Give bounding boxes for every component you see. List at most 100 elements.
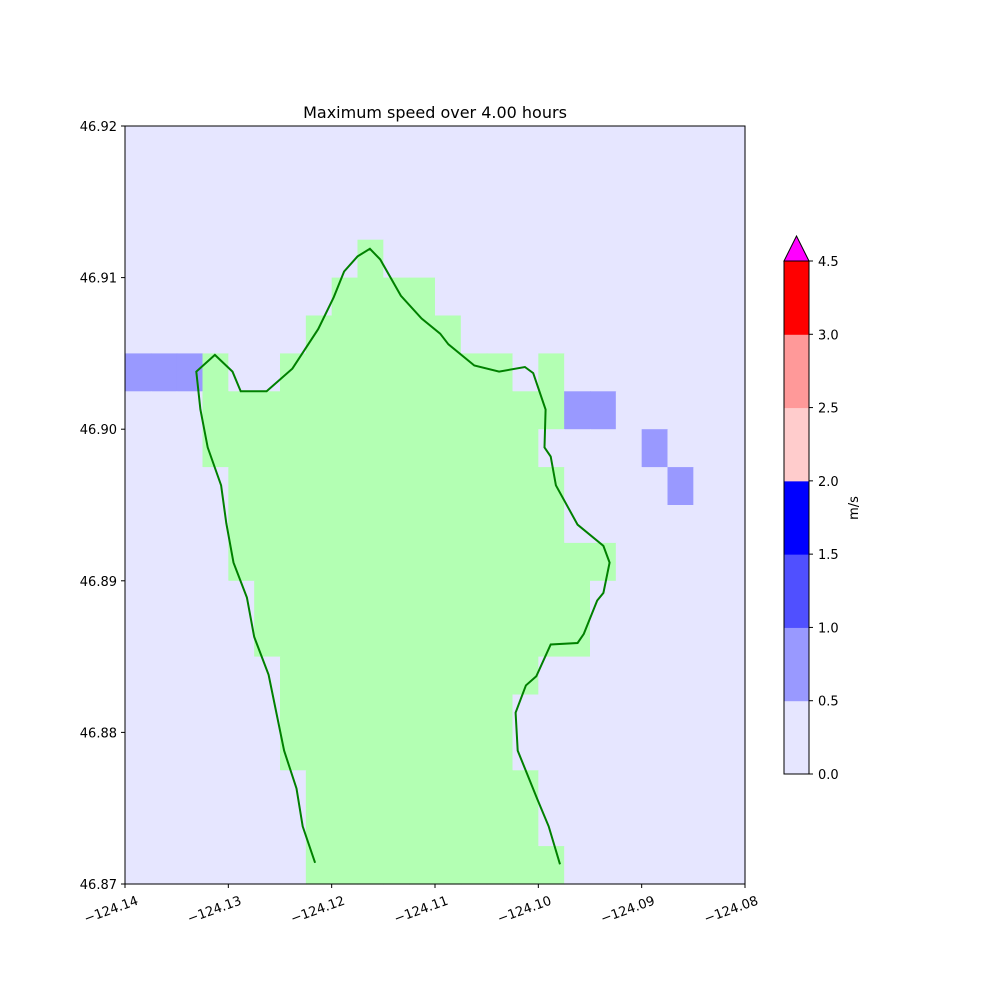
speed-cell xyxy=(667,126,694,165)
speed-cell xyxy=(538,126,565,165)
speed-cell xyxy=(176,808,204,847)
land-cell xyxy=(383,618,410,658)
speed-cell xyxy=(176,239,204,279)
land-cell xyxy=(331,770,359,809)
land-cell xyxy=(254,429,281,468)
speed-cell xyxy=(641,656,669,696)
land-cell xyxy=(383,808,410,847)
speed-cell xyxy=(641,391,669,430)
speed-cell xyxy=(564,429,591,468)
land-cell xyxy=(202,429,229,468)
land-cell xyxy=(538,353,565,392)
speed-cell xyxy=(693,505,720,544)
land-cell xyxy=(305,505,333,544)
speed-cell xyxy=(202,580,229,620)
speed-cell xyxy=(641,846,669,885)
land-cell xyxy=(357,277,384,317)
land-cell xyxy=(512,391,539,430)
speed-cell xyxy=(125,239,152,279)
land-cell xyxy=(460,808,488,847)
speed-cell xyxy=(641,353,669,392)
speed-cell xyxy=(538,808,565,847)
speed-cell xyxy=(564,770,591,809)
colorbar-tick-label: 1.0 xyxy=(818,621,839,636)
speed-cell xyxy=(564,239,591,279)
speed-cell xyxy=(641,163,669,203)
speed-cell xyxy=(590,429,617,468)
speed-cell xyxy=(693,429,720,468)
speed-cell xyxy=(280,163,307,203)
speed-cell xyxy=(641,429,669,468)
speed-cell xyxy=(719,126,746,165)
land-cell xyxy=(512,618,539,658)
colorbar-segment xyxy=(784,627,809,702)
speed-cell xyxy=(280,201,307,241)
speed-cell xyxy=(615,429,643,468)
colorbar-tick-label: 4.5 xyxy=(818,255,839,270)
speed-cell xyxy=(564,808,591,847)
land-cell xyxy=(305,770,333,809)
land-cell xyxy=(409,353,436,392)
land-cell xyxy=(486,542,514,582)
land-cell xyxy=(331,542,359,582)
land-cell xyxy=(409,580,436,620)
speed-cell xyxy=(228,694,255,733)
land-cell xyxy=(538,391,565,430)
colorbar-segment xyxy=(784,407,809,482)
land-cell xyxy=(331,656,359,696)
land-cell xyxy=(228,542,255,582)
speed-cell xyxy=(512,201,539,241)
land-cell xyxy=(280,429,307,468)
speed-cell xyxy=(254,163,281,203)
speed-cell xyxy=(150,694,178,733)
land-cell xyxy=(435,353,462,392)
y-tick-label: 46.89 xyxy=(80,575,117,590)
speed-cell xyxy=(590,732,617,771)
land-cell xyxy=(357,542,384,582)
land-cell xyxy=(435,505,462,544)
land-cell xyxy=(538,542,565,582)
speed-cell xyxy=(693,126,720,165)
speed-cell xyxy=(228,126,255,165)
land-cell xyxy=(512,656,539,696)
speed-cell xyxy=(667,618,694,658)
land-cell xyxy=(383,694,410,733)
land-cell xyxy=(357,808,384,847)
speed-cell xyxy=(719,618,746,658)
speed-cell xyxy=(590,391,617,430)
y-tick-label: 46.87 xyxy=(80,878,117,893)
land-cell xyxy=(460,618,488,658)
land-cell xyxy=(486,429,514,468)
speed-cell xyxy=(512,239,539,279)
speed-cell xyxy=(228,846,255,885)
land-cell xyxy=(460,391,488,430)
x-tick-label: −124.12 xyxy=(289,894,347,927)
speed-cell xyxy=(538,239,565,279)
speed-cell xyxy=(693,580,720,620)
land-cell xyxy=(435,542,462,582)
land-cell xyxy=(357,846,384,885)
speed-cell xyxy=(383,201,410,241)
speed-cell xyxy=(719,315,746,354)
land-cell xyxy=(331,808,359,847)
land-cell xyxy=(460,846,488,885)
speed-cell xyxy=(228,770,255,809)
speed-cell xyxy=(693,163,720,203)
speed-cell xyxy=(590,656,617,696)
speed-cell xyxy=(409,201,436,241)
land-cell xyxy=(486,808,514,847)
speed-cell xyxy=(150,808,178,847)
land-cell xyxy=(409,618,436,658)
speed-cell xyxy=(254,353,281,392)
speed-cell xyxy=(590,315,617,354)
land-cell xyxy=(435,580,462,620)
land-cell xyxy=(331,467,359,506)
speed-cell xyxy=(202,315,229,354)
land-cell xyxy=(228,391,255,430)
speed-cell xyxy=(512,315,539,354)
land-cell xyxy=(254,542,281,582)
speed-cell xyxy=(615,353,643,392)
speed-cell xyxy=(435,201,462,241)
land-cell xyxy=(435,467,462,506)
